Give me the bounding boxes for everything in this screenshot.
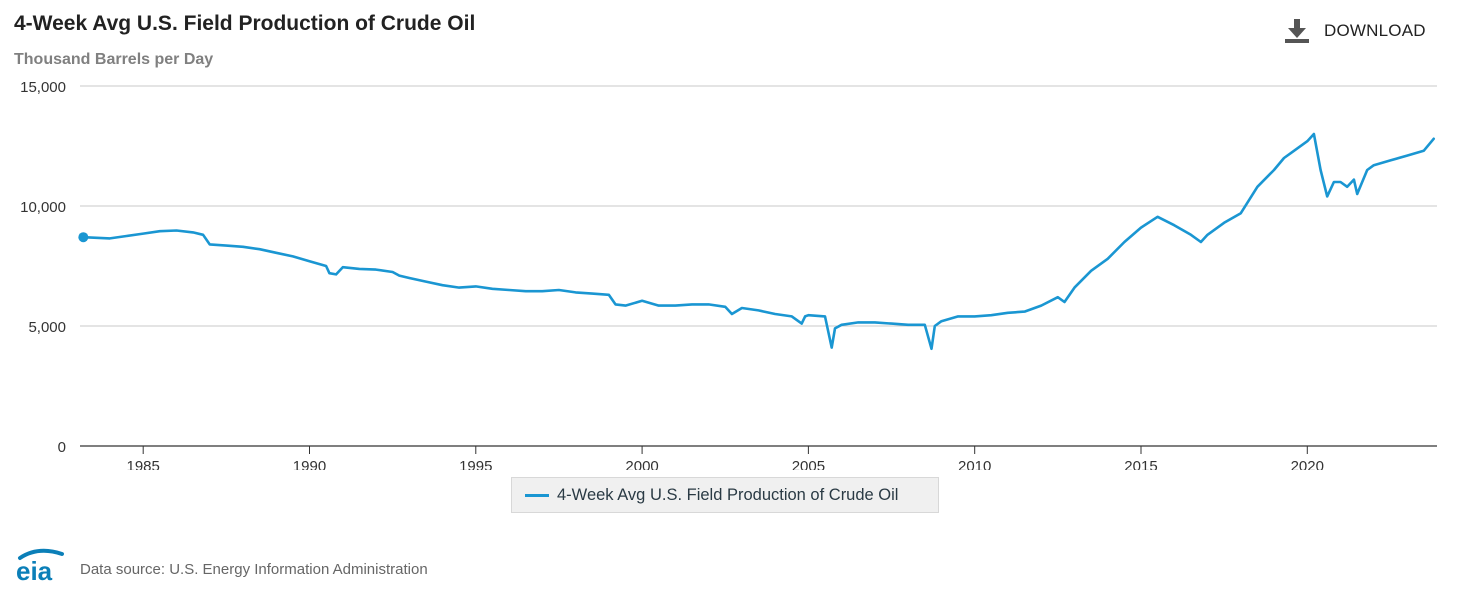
y-tick-label: 0: [58, 439, 66, 456]
line-chart: 0 5,000 10,000 15,000 1985 1990 1995 2000 2005 2…: [20, 79, 1437, 470]
y-tick-label: 5,000: [28, 319, 66, 336]
x-tick-label: 2000: [625, 458, 658, 470]
x-tick-label: 1990: [293, 458, 326, 470]
x-tick-label: 2020: [1291, 458, 1324, 470]
download-icon: [1285, 19, 1309, 43]
x-axis-ticks: 1985 1990 1995 2000 2005 2010 2015 2020: [80, 445, 1437, 470]
y-tick-label: 10,000: [20, 199, 66, 216]
x-tick-label: 2005: [792, 458, 825, 470]
x-tick-label: 1985: [127, 458, 160, 470]
y-tick-label: 15,000: [20, 79, 66, 96]
series-layer: [78, 132, 1435, 351]
download-button[interactable]: DOWNLOAD: [1284, 16, 1426, 46]
x-tick-label: 2015: [1124, 458, 1157, 470]
legend-label: 4-Week Avg U.S. Field Production of Crud…: [557, 485, 899, 504]
chart-title: 4-Week Avg U.S. Field Production of Crud…: [14, 12, 476, 35]
logo-text: eia: [16, 556, 53, 584]
chart-subtitle: Thousand Barrels per Day: [14, 51, 214, 68]
series-line: [82, 132, 1435, 351]
y-axis-ticks: 0 5,000 10,000 15,000: [20, 79, 66, 456]
x-tick-label: 1995: [459, 458, 492, 470]
legend-swatch: [525, 493, 549, 497]
eia-logo: eia: [16, 548, 64, 584]
series-start-point: [78, 232, 89, 243]
grid-lines: [80, 85, 1437, 327]
x-tick-label: 2010: [958, 458, 991, 470]
data-source: Data source: U.S. Energy Information Adm…: [80, 561, 428, 578]
footer: eia Data source: U.S. Energy Information…: [14, 544, 428, 584]
download-label: DOWNLOAD: [1324, 21, 1426, 40]
legend-item[interactable]: 4-Week Avg U.S. Field Production of Crud…: [511, 477, 939, 513]
